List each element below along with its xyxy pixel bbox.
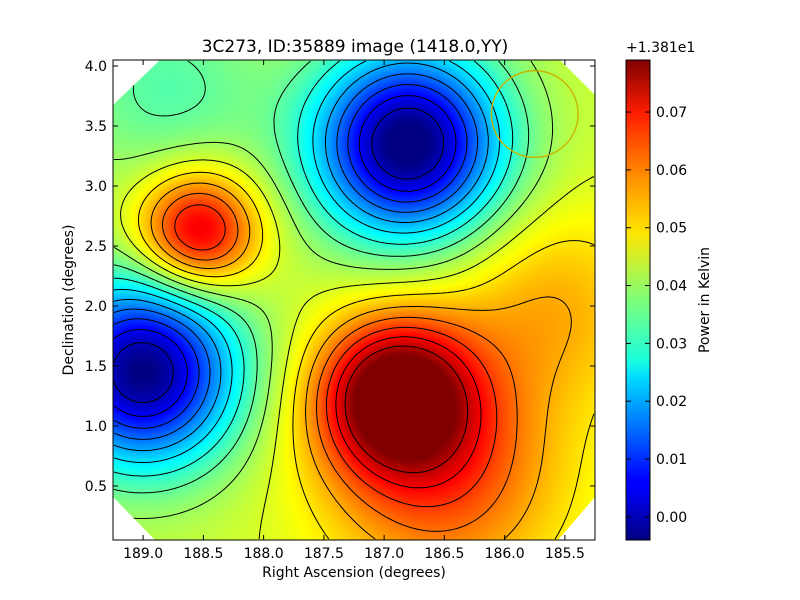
x-tick-label: 189.0 xyxy=(123,546,163,562)
x-tick-label: 185.5 xyxy=(545,546,585,562)
x-tick-label: 188.5 xyxy=(183,546,223,562)
y-tick-label: 2.0 xyxy=(85,299,107,315)
contour-line xyxy=(344,345,469,474)
chart-title: 3C273, ID:35889 image (1418.0,YY) xyxy=(202,37,509,57)
colorbar xyxy=(625,59,651,541)
colorbar-label: Power in Kelvin xyxy=(697,247,713,353)
plot-frame xyxy=(112,59,596,541)
y-axis-ticks: 0.5 1.0 1.5 2.0 2.5 3.0 3.5 4.0 xyxy=(85,59,595,495)
contour-line xyxy=(138,171,595,540)
x-tick-label: 188.0 xyxy=(244,546,284,562)
heatmap-image xyxy=(113,60,595,540)
y-tick-label: 0.5 xyxy=(85,479,107,495)
y-tick-label: 1.0 xyxy=(85,419,107,435)
contour-line xyxy=(120,159,595,540)
x-tick-label: 187.5 xyxy=(304,546,344,562)
colorbar-tick-label: 0.02 xyxy=(656,394,687,410)
colorbar-offset-text: +1.381e1 xyxy=(626,40,695,56)
contour-line xyxy=(113,73,479,440)
colorbar-tick-label: 0.01 xyxy=(656,452,687,468)
contour-line xyxy=(113,60,501,463)
x-axis-ticks: 189.0 188.5 188.0 187.5 187.0 186.5 186.0 185.5 xyxy=(123,60,585,562)
colorbar-tick-label: 0.07 xyxy=(656,105,687,121)
contour-line xyxy=(113,62,489,452)
colorbar-tick-label: 0.00 xyxy=(656,510,687,526)
x-tick-label: 187.0 xyxy=(364,546,404,562)
x-axis-label: Right Ascension (degrees) xyxy=(262,565,446,581)
x-tick-label: 186.0 xyxy=(485,546,525,562)
y-tick-label: 4.0 xyxy=(85,59,107,75)
colorbar-tick-label: 0.04 xyxy=(656,279,687,295)
y-tick-label: 1.5 xyxy=(85,359,107,375)
contour-line xyxy=(113,60,554,519)
contour-line xyxy=(113,95,457,417)
y-tick-label: 2.5 xyxy=(85,239,107,255)
contour-line xyxy=(113,60,514,477)
contour-line xyxy=(150,182,572,540)
y-tick-label: 3.5 xyxy=(85,119,107,135)
contour-lines xyxy=(113,60,595,540)
colorbar-tick-label: 0.06 xyxy=(656,163,687,179)
contour-line xyxy=(335,336,482,489)
contour-line xyxy=(113,107,445,403)
beam-marker xyxy=(490,69,579,159)
contour-line xyxy=(174,204,498,508)
colorbar-tick-label: 0.05 xyxy=(656,221,687,237)
contour-line xyxy=(162,192,518,532)
colorbar-tick-label: 0.03 xyxy=(656,336,687,352)
y-axis-label: Declination (degrees) xyxy=(61,225,77,376)
y-tick-label: 3.0 xyxy=(85,179,107,195)
x-tick-label: 186.5 xyxy=(424,546,464,562)
contour-line xyxy=(113,84,468,429)
colorbar-ticks: 0.00 0.01 0.02 0.03 0.04 0.05 0.06 0.07 xyxy=(626,105,687,526)
